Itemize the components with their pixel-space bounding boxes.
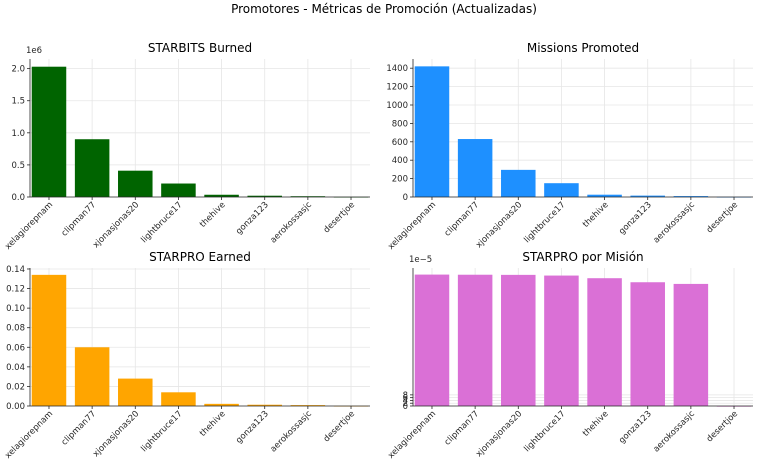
- bar-thehive: [204, 194, 239, 197]
- bar-gonza123: [247, 195, 282, 197]
- x-tick-label: thehive: [198, 200, 228, 230]
- bar-xelagiorepnam: [414, 274, 450, 406]
- y-tick-label: 0.02: [6, 382, 25, 392]
- bar-xjonasjonas20: [501, 169, 536, 197]
- x-tick-label: desertjoe: [322, 409, 357, 444]
- bar-lightbruce17: [544, 275, 579, 406]
- x-tick-label: lightbruce17: [139, 409, 184, 454]
- y-tick-label: 2.0: [11, 65, 25, 75]
- x-tick-label: clipman77: [443, 200, 482, 239]
- y-offset-text: 1e6: [26, 46, 42, 56]
- bar-xjonasjonas20: [501, 274, 536, 406]
- x-tick-label: xjonasjonas20: [91, 409, 141, 459]
- y-tick-label: 200: [392, 175, 408, 185]
- x-tick-label: desertjoe: [705, 200, 740, 235]
- x-tick-label: gonza123: [234, 200, 271, 237]
- subplot-3: 0.00 0.02 0.04 0.06 0.08 0.10 0.12 0.14 xelagior…: [3, 250, 370, 461]
- bar-xelagiorepnam: [31, 66, 67, 197]
- bar-gonza123: [247, 404, 282, 406]
- bar-lightbruce17: [161, 183, 196, 197]
- x-tick-label: xelagiorepnam: [3, 409, 55, 461]
- y-tick-label: 8: [403, 391, 408, 401]
- y-tick-label: 0.12: [6, 285, 25, 295]
- x-tick-label: thehive: [198, 409, 228, 439]
- x-tick-label: lightbruce17: [522, 409, 567, 454]
- y-tick-label: 4: [403, 396, 408, 406]
- bar-lightbruce17: [544, 183, 579, 197]
- bar-lightbruce17: [161, 392, 196, 406]
- y-tick-label: 800: [392, 119, 408, 129]
- x-tick-label: aerokossasjc: [269, 200, 315, 246]
- y-tick-label: 1.5: [11, 97, 25, 107]
- y-tick-label: 0.04: [6, 363, 25, 373]
- x-tick-label: lightbruce17: [139, 200, 184, 245]
- subplot-title: STARPRO por Misión: [522, 250, 643, 264]
- y-tick-label: 0.10: [6, 304, 25, 314]
- subplot-title: Missions Promoted: [527, 41, 639, 55]
- y-tick-label: 0.14: [6, 265, 25, 275]
- bar-aerokossasjc: [673, 283, 709, 406]
- subplot-title: STARBITS Burned: [148, 41, 252, 55]
- bar-xjonasjonas20: [118, 170, 153, 197]
- x-tick-label: desertjoe: [705, 409, 740, 444]
- bar-clipman77: [74, 139, 110, 197]
- x-tick-label: xelagiorepnam: [3, 200, 55, 252]
- x-tick-label: gonza123: [617, 200, 654, 237]
- y-tick-label: 0.0: [11, 193, 25, 203]
- x-tick-label: gonza123: [617, 409, 654, 446]
- bar-aerokossasjc: [290, 405, 326, 406]
- y-tick-label: 400: [392, 156, 408, 166]
- x-tick-label: aerokossasjc: [269, 409, 315, 455]
- bar-clipman77: [457, 274, 493, 406]
- y-tick-label: 6: [403, 394, 408, 404]
- y-tick-label: 1.0: [11, 129, 25, 139]
- x-tick-label: thehive: [581, 409, 611, 439]
- figure-suptitle: Promotores - Métricas de Promoción (Actu…: [231, 2, 537, 16]
- y-tick-label: 1000: [386, 101, 408, 111]
- bar-xjonasjonas20: [118, 378, 153, 406]
- y-tick-label: 600: [392, 138, 408, 148]
- bar-xelagiorepnam: [31, 274, 67, 406]
- x-tick-label: xjonasjonas20: [474, 409, 524, 459]
- x-tick-label: clipman77: [60, 409, 99, 448]
- bar-aerokossasjc: [673, 196, 709, 197]
- y-tick-label: 0.06: [6, 343, 25, 353]
- y-offset-text: 1e−5: [409, 255, 432, 265]
- x-tick-label: xjonasjonas20: [91, 200, 141, 250]
- x-tick-label: aerokossasjc: [652, 200, 698, 246]
- bar-thehive: [587, 278, 622, 406]
- bar-gonza123: [630, 282, 665, 406]
- x-tick-label: clipman77: [443, 409, 482, 448]
- y-tick-label: 0: [403, 402, 408, 412]
- y-tick-label: 1200: [386, 83, 408, 93]
- x-tick-label: gonza123: [234, 409, 271, 446]
- y-tick-label: 0: [403, 193, 408, 203]
- x-tick-label: aerokossasjc: [652, 409, 698, 455]
- y-tick-label: 0.08: [6, 324, 25, 334]
- subplot-1: 0.0 0.5 1.0 1.5 2.0 xelagiorepnam clipman77xjo…: [3, 41, 370, 252]
- bar-thehive: [587, 194, 622, 197]
- subplot-2: 0 200 400 600 800 1000 1200 1400 xelagiorepnam cl…: [386, 41, 753, 252]
- x-tick-label: clipman77: [60, 200, 99, 239]
- bar-clipman77: [74, 347, 110, 406]
- x-tick-label: xelagiorepnam: [386, 409, 438, 461]
- bar-thehive: [204, 403, 239, 406]
- x-tick-label: desertjoe: [322, 200, 357, 235]
- x-tick-label: thehive: [581, 200, 611, 230]
- bar-xelagiorepnam: [414, 66, 450, 197]
- x-tick-label: xjonasjonas20: [474, 200, 524, 250]
- y-tick-label: 1400: [386, 64, 408, 74]
- bar-clipman77: [457, 139, 493, 197]
- x-tick-label: xelagiorepnam: [386, 200, 438, 252]
- subplot-title: STARPRO Earned: [149, 250, 251, 264]
- y-tick-label: 0.5: [11, 161, 25, 171]
- y-tick-label: 2: [403, 399, 408, 409]
- y-tick-label: 0.00: [6, 402, 25, 412]
- x-tick-label: lightbruce17: [522, 200, 567, 245]
- bar-gonza123: [630, 195, 665, 197]
